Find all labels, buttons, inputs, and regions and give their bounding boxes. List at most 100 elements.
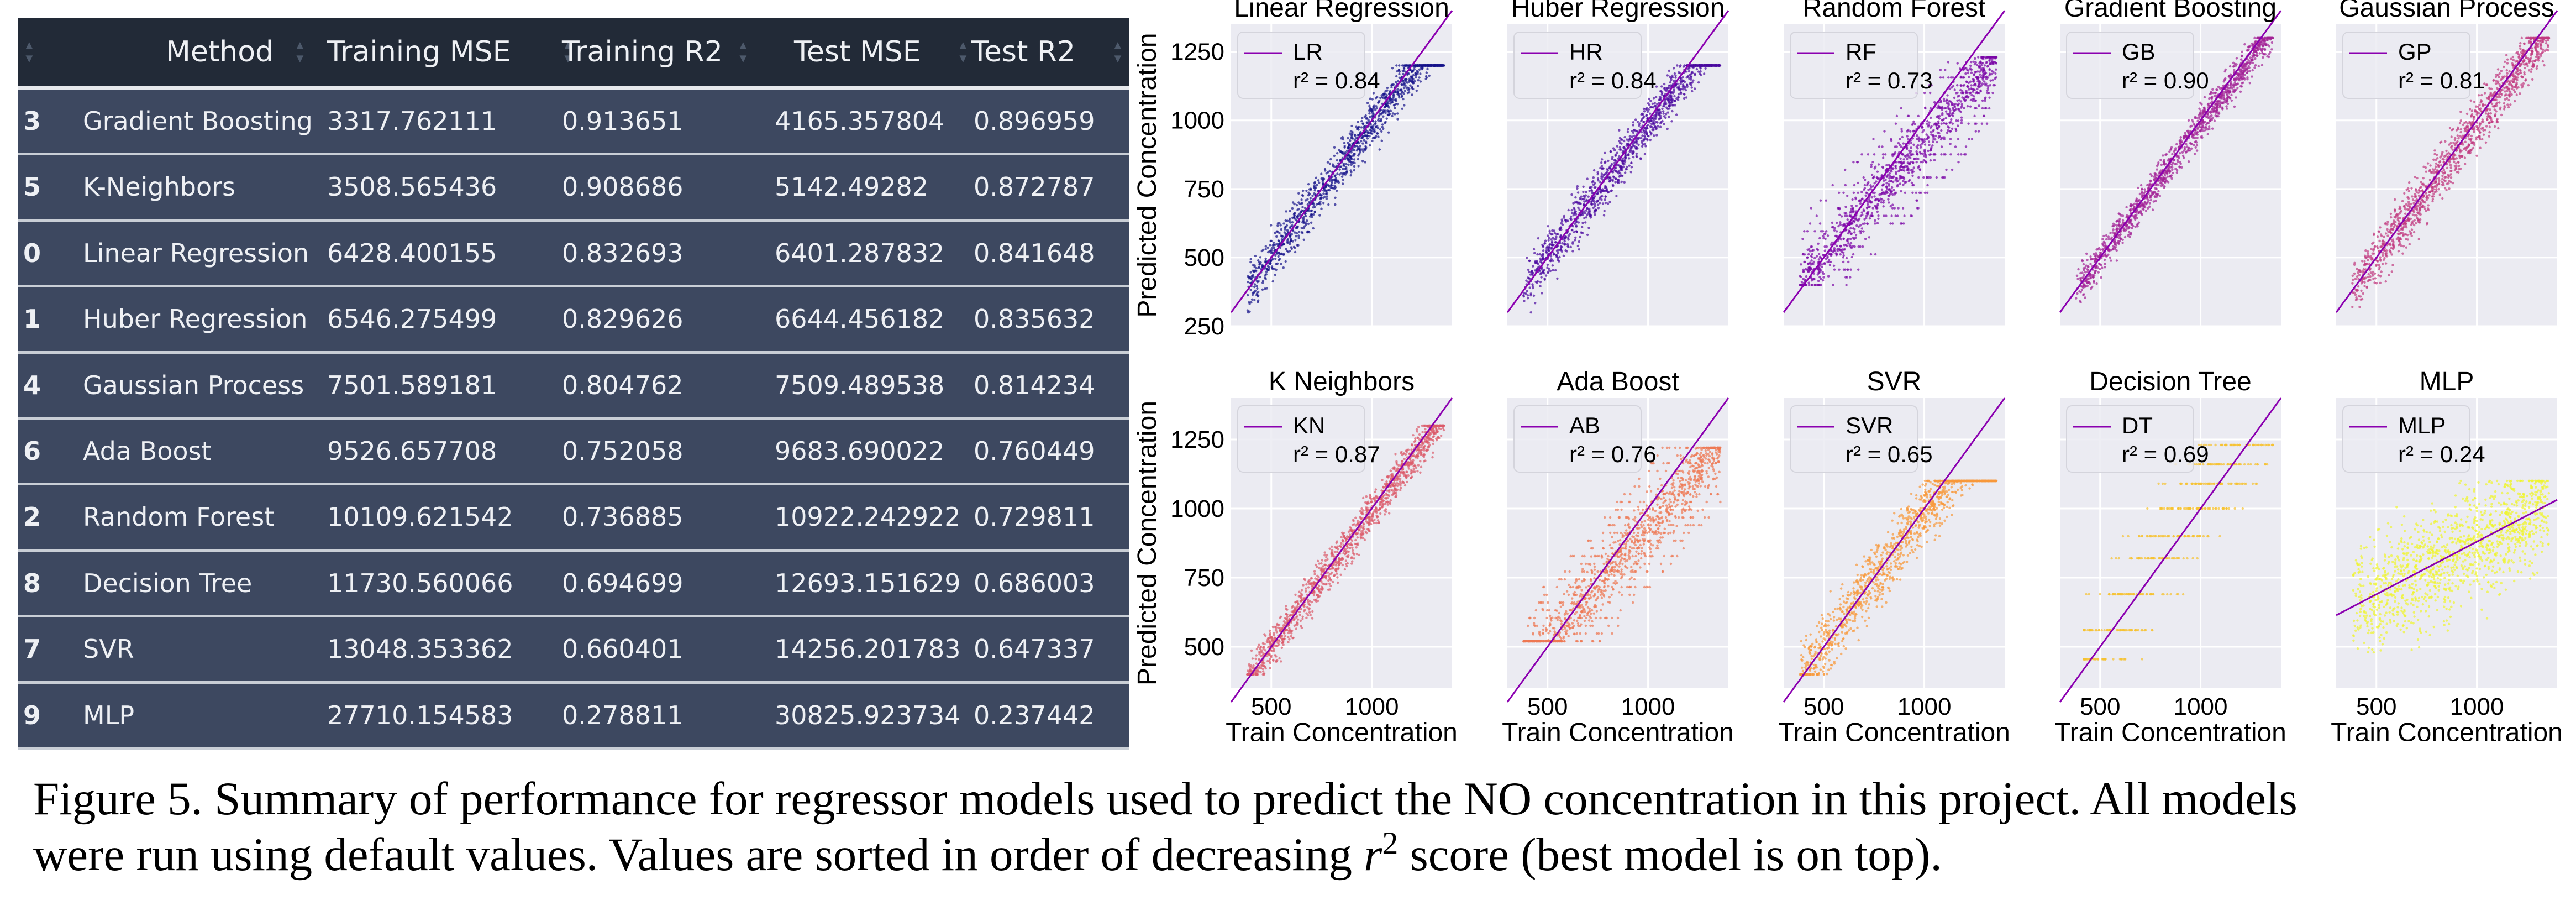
data-point — [1357, 154, 1360, 157]
column-header-training-r2[interactable]: Training R2 — [562, 35, 723, 69]
data-point — [1635, 155, 1638, 158]
data-point — [1844, 205, 1847, 208]
table-row[interactable]: 9 MLP 27710.154583 0.278811 30825.923734 0.23… — [18, 683, 1129, 750]
data-point — [1620, 165, 1623, 168]
table-row[interactable]: 4 Gaussian Process 7501.589181 0.804762 7509… — [18, 353, 1129, 420]
data-point — [1250, 274, 1254, 278]
column-header-test-r2[interactable]: Test R2 — [971, 35, 1076, 69]
data-point — [1606, 171, 1608, 174]
data-point — [1803, 230, 1806, 233]
sort-icon[interactable]: ▲ ▼ — [957, 38, 969, 65]
data-point — [1253, 265, 1256, 269]
data-point — [1663, 102, 1665, 106]
data-point — [1350, 124, 1353, 128]
data-point — [1349, 155, 1352, 158]
data-point — [1357, 165, 1360, 168]
data-point — [2179, 136, 2182, 139]
table-row[interactable]: 8 Decision Tree 11730.560066 0.694699 12693.… — [18, 551, 1129, 618]
data-point — [1995, 62, 1997, 65]
data-point — [1442, 64, 1444, 67]
data-point — [1317, 179, 1320, 182]
data-point — [1303, 207, 1307, 210]
data-point — [1873, 167, 1876, 170]
data-point — [1975, 64, 1979, 66]
data-point — [1594, 213, 1596, 216]
data-point — [1968, 88, 1970, 91]
cell-method: SVR — [83, 634, 134, 664]
table-row[interactable]: 5 K-Neighbors 3508.565436 0.908686 5142.4928… — [18, 155, 1129, 222]
column-header-training-mse[interactable]: Training MSE — [327, 35, 511, 69]
sort-icon[interactable]: ▲ ▼ — [294, 38, 306, 65]
table-row[interactable]: 7 SVR 13048.353362 0.660401 14256.201783 0.64… — [18, 617, 1129, 684]
data-point — [1641, 118, 1643, 121]
column-header-test-mse[interactable]: Test MSE — [794, 35, 921, 69]
data-point — [1894, 214, 1897, 217]
data-point — [1426, 67, 1429, 70]
data-point — [1603, 210, 1606, 212]
table-row[interactable]: 1 Huber Regression 6546.275499 0.829626 6644… — [18, 287, 1129, 354]
data-point — [1547, 268, 1550, 270]
data-point — [1289, 242, 1291, 245]
data-point — [1802, 268, 1805, 271]
data-point — [1548, 243, 1551, 246]
data-point — [1331, 187, 1334, 190]
data-point — [1252, 291, 1255, 294]
sort-icon[interactable]: ▲ ▼ — [1112, 38, 1124, 65]
data-point — [1663, 115, 1666, 118]
data-point — [1552, 269, 1554, 271]
data-point — [1318, 214, 1321, 217]
data-point — [1377, 135, 1380, 138]
table-row[interactable]: 3 Gradient Boosting 3317.762111 0.913651 416… — [18, 90, 1129, 156]
data-point — [1401, 107, 1403, 110]
data-point — [2221, 97, 2223, 100]
data-point — [1857, 181, 1859, 185]
data-point — [2240, 54, 2243, 57]
data-point — [1359, 151, 1361, 154]
data-point — [1351, 132, 1354, 135]
data-point — [1603, 173, 1606, 176]
data-point — [1295, 203, 1298, 207]
data-point — [1970, 138, 1974, 140]
table-row[interactable]: 2 Random Forest 10109.621542 0.736885 10922.… — [18, 485, 1129, 552]
data-point — [1859, 224, 1862, 227]
data-point — [2235, 57, 2238, 60]
data-point — [2102, 234, 2105, 238]
data-point — [1360, 119, 1363, 123]
cell-method: Gaussian Process — [83, 370, 304, 400]
data-point — [1683, 87, 1686, 90]
data-point — [1540, 254, 1543, 257]
data-point — [1544, 239, 1547, 242]
data-point — [1973, 71, 1976, 74]
table-row[interactable]: 6 Ada Boost 9526.657708 0.752058 9683.690022… — [18, 420, 1129, 486]
data-point — [2113, 232, 2116, 235]
data-point — [1281, 234, 1284, 238]
data-point — [1669, 81, 1672, 84]
data-point — [1668, 104, 1671, 108]
data-point — [1313, 182, 1316, 185]
data-point — [1894, 171, 1897, 174]
data-point — [1916, 147, 1919, 150]
data-point — [1843, 212, 1846, 214]
data-point — [1345, 163, 1348, 166]
data-point — [1426, 64, 1428, 67]
data-point — [1910, 214, 1913, 217]
data-point — [1369, 129, 1372, 132]
data-point — [1623, 135, 1626, 139]
data-point — [1255, 270, 1258, 273]
data-point — [1990, 61, 1993, 64]
data-point — [1912, 184, 1915, 187]
sort-icon[interactable]: ▲ ▼ — [23, 38, 35, 65]
data-point — [2232, 85, 2235, 88]
data-point — [1942, 76, 1945, 79]
data-point — [1572, 214, 1575, 217]
sort-icon[interactable]: ▲ ▼ — [737, 38, 749, 65]
data-point — [1593, 182, 1596, 185]
data-point — [1529, 292, 1532, 295]
column-header-method[interactable]: Method — [166, 35, 274, 69]
table-row[interactable]: 0 Linear Regression 6428.400155 0.832693 640… — [18, 221, 1129, 288]
data-point — [1959, 84, 1962, 87]
data-point — [1605, 187, 1608, 190]
data-point — [1621, 138, 1623, 141]
data-point — [1611, 171, 1615, 174]
